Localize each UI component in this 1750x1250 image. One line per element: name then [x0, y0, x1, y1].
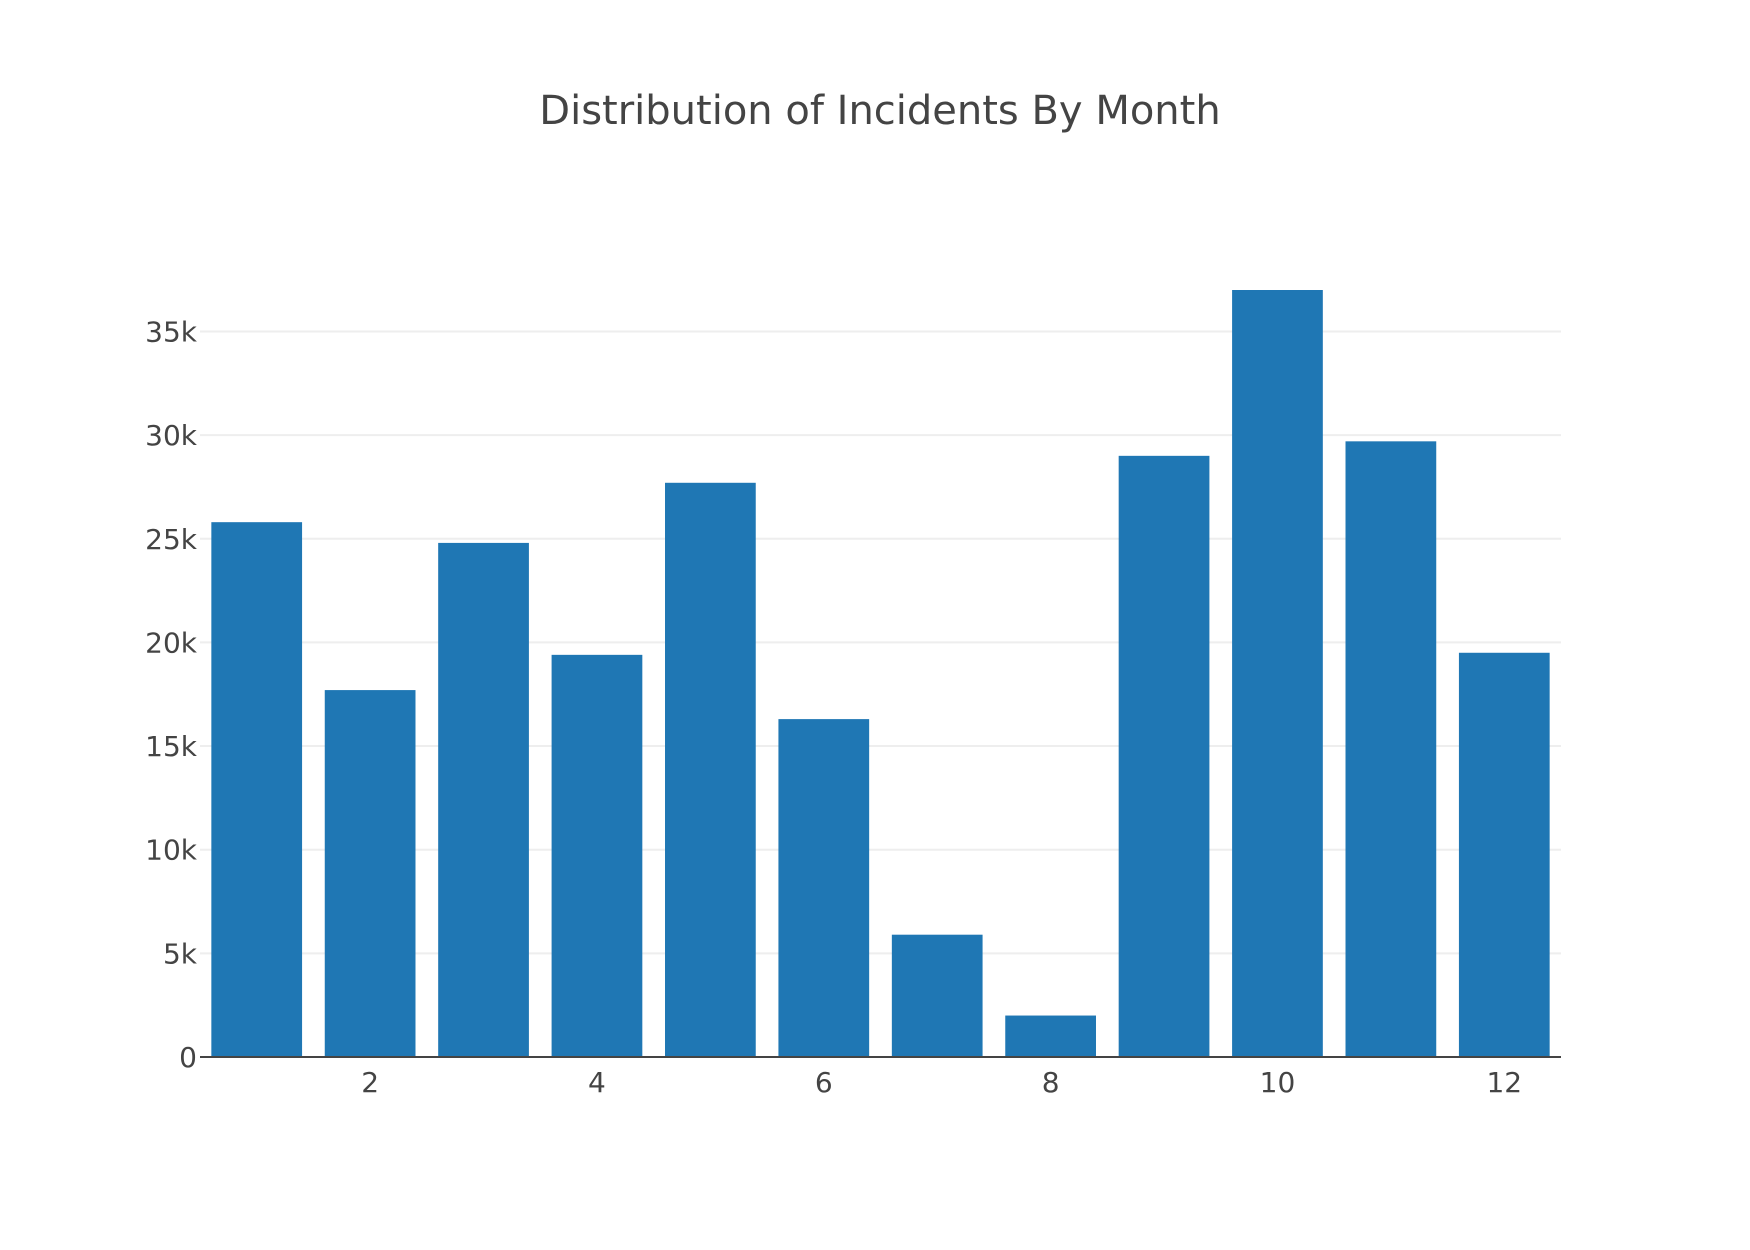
gridlines	[200, 330, 1561, 955]
y-tick-label: 30k	[145, 419, 198, 452]
y-tick-label: 35k	[145, 315, 198, 348]
x-axis-tick-labels: 2 4 6 8 10 12	[361, 1066, 1522, 1099]
bar-month-7[interactable]	[891, 934, 983, 1057]
bar-month-2[interactable]	[324, 690, 416, 1057]
x-tick-label: 2	[361, 1066, 379, 1099]
bars	[211, 290, 1550, 1057]
bar-month-3[interactable]	[438, 542, 529, 1057]
bar-month-4[interactable]	[551, 654, 643, 1057]
y-tick-label: 25k	[145, 523, 198, 556]
y-tick-label: 10k	[145, 834, 198, 867]
x-tick-label: 4	[588, 1066, 606, 1099]
bar-month-5[interactable]	[665, 482, 756, 1057]
x-tick-label: 10	[1260, 1066, 1296, 1099]
y-tick-label: 15k	[145, 730, 198, 763]
x-tick-label: 12	[1486, 1066, 1522, 1099]
chart-title: Distribution of Incidents By Month	[539, 88, 1220, 134]
y-axis-tick-labels: 0 5k 10k 15k 20k 25k 30k 35k	[145, 315, 198, 1074]
bar-month-11[interactable]	[1345, 441, 1437, 1057]
bar-month-12[interactable]	[1458, 652, 1550, 1057]
bar-month-1[interactable]	[211, 522, 303, 1057]
y-tick-label: 5k	[163, 937, 198, 970]
x-tick-label: 6	[815, 1066, 833, 1099]
bar-month-8[interactable]	[1005, 1015, 1096, 1057]
x-tick-label: 8	[1042, 1066, 1060, 1099]
bar-month-6[interactable]	[778, 719, 870, 1057]
bar-month-10[interactable]	[1232, 290, 1323, 1057]
y-tick-label: 0	[179, 1041, 197, 1074]
bar-month-9[interactable]	[1118, 455, 1210, 1057]
y-tick-label: 20k	[145, 626, 198, 659]
